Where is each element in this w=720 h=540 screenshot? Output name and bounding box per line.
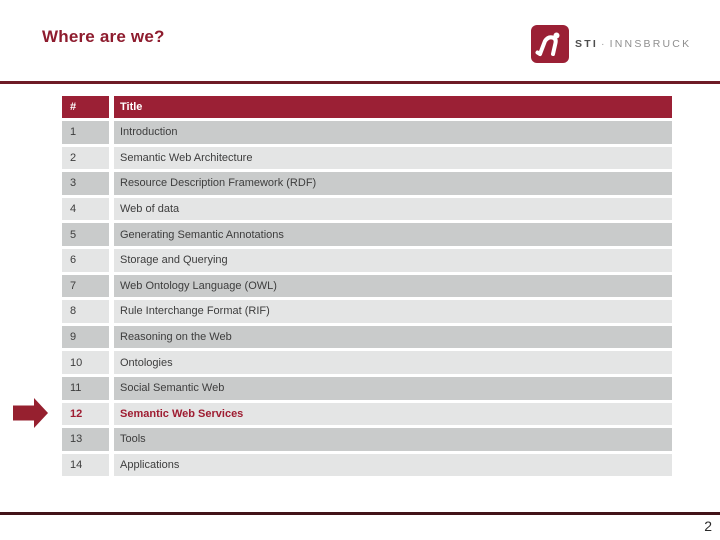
table-row: 14 Applications [62,453,672,477]
table-row: 2 Semantic Web Architecture [62,146,672,170]
row-number-cell: 14 [62,453,109,477]
row-number: 3 [70,177,77,190]
table-row: 6 Storage and Querying [62,248,672,272]
row-number: 6 [70,254,77,267]
row-number: 10 [70,356,83,369]
row-title: Storage and Querying [120,254,228,267]
row-title: Introduction [120,126,178,139]
logo-brand-text: STI [575,38,598,50]
row-number-cell: 5 [62,223,109,246]
row-title-cell: Resource Description Framework (RDF) [114,172,672,195]
row-title: Resource Description Framework (RDF) [120,177,317,190]
row-title-cell: Semantic Web Architecture [114,146,672,170]
table-row: 13 Tools [62,428,672,451]
row-title-cell: Reasoning on the Web [114,325,672,349]
row-number-cell: 6 [62,248,109,272]
table-row: 1 Introduction [62,121,672,144]
toc-header-row: # Title [62,96,672,118]
row-number: 13 [70,433,83,446]
row-title-cell: Web Ontology Language (OWL) [114,274,672,298]
toc-table: # Title 1 Introduction 2 Semantic Web Ar… [62,96,672,477]
row-number-cell: 1 [62,121,109,144]
row-number: 12 [70,407,83,420]
row-number-cell: 11 [62,376,109,400]
toc-table-body: 1 Introduction 2 Semantic Web Architectu… [62,121,672,477]
row-number-cell: 10 [62,351,109,374]
row-title-cell: Tools [114,428,672,451]
row-number-cell: 2 [62,146,109,170]
header-cell-number: # [62,96,109,118]
row-number: 4 [70,203,77,216]
row-title: Rule Interchange Format (RIF) [120,305,270,318]
row-title-cell: Generating Semantic Annotations [114,223,672,246]
table-row: 4 Web of data [62,197,672,221]
header-number-label: # [70,101,77,113]
table-row: 10 Ontologies [62,351,672,374]
page-title: Where are we? [42,27,165,46]
logo-text: STI · INNSBRUCK [575,38,691,50]
header-divider [0,81,720,84]
header-cell-title: Title [114,96,672,118]
table-row: 9 Reasoning on the Web [62,325,672,349]
row-number-cell: 7 [62,274,109,298]
row-title: Generating Semantic Annotations [120,228,284,241]
row-number: 5 [70,228,77,241]
row-title-cell: Storage and Querying [114,248,672,272]
row-title: Semantic Web Services [120,407,244,420]
running-figure-icon [535,32,560,56]
row-number-cell: 9 [62,325,109,349]
row-title: Web of data [120,203,180,216]
logo-location-text: INNSBRUCK [609,38,692,50]
row-title: Web Ontology Language (OWL) [120,279,277,292]
row-title-cell: Introduction [114,121,672,144]
row-title: Applications [120,459,180,472]
row-number-cell: 3 [62,172,109,195]
row-title: Social Semantic Web [120,382,225,395]
row-number: 1 [70,126,77,139]
row-title: Reasoning on the Web [120,331,232,344]
page-number: 2 [704,518,712,534]
table-row: 12 Semantic Web Services [62,402,672,426]
table-row: 8 Rule Interchange Format (RIF) [62,300,672,323]
row-title: Tools [120,433,146,446]
row-title-cell: Rule Interchange Format (RIF) [114,300,672,323]
row-title-cell: Applications [114,453,672,477]
row-number-cell: 8 [62,300,109,323]
row-number-cell: 12 [62,402,109,426]
row-title: Semantic Web Architecture [120,151,253,164]
row-title: Ontologies [120,356,173,369]
row-number: 8 [70,305,77,318]
table-row: 11 Social Semantic Web [62,376,672,400]
logo-separator: · [600,38,607,50]
row-title-cell: Social Semantic Web [114,376,672,400]
sti-logo: STI · INNSBRUCK [531,25,691,63]
row-title-cell: Web of data [114,197,672,221]
row-title-cell: Ontologies [114,351,672,374]
row-number-cell: 13 [62,428,109,451]
table-row: 5 Generating Semantic Annotations [62,223,672,246]
row-number: 14 [70,459,83,472]
row-number: 11 [70,382,82,395]
row-number: 7 [70,279,77,292]
row-number-cell: 4 [62,197,109,221]
row-title-cell: Semantic Web Services [114,402,672,426]
table-row: 3 Resource Description Framework (RDF) [62,172,672,195]
footer-divider [0,512,720,515]
header-title-label: Title [120,101,143,113]
row-number: 9 [70,331,77,344]
row-number: 2 [70,151,77,164]
sti-logo-icon [531,25,569,63]
current-topic-arrow-icon [13,398,48,428]
table-row: 7 Web Ontology Language (OWL) [62,274,672,298]
